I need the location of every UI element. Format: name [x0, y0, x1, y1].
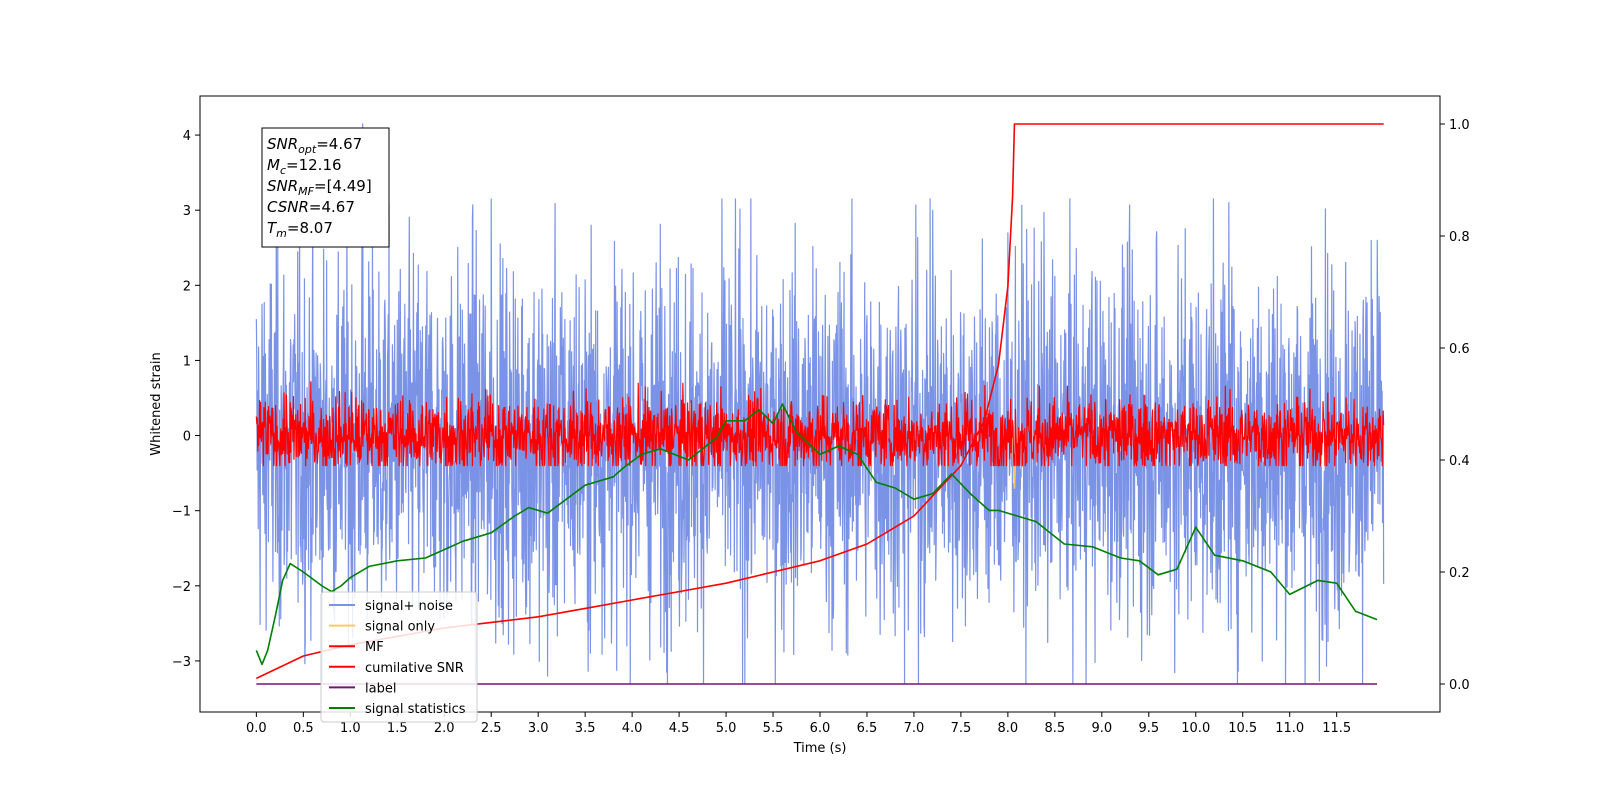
x-tick-label: 7.5: [951, 721, 972, 736]
x-tick-label: 6.5: [857, 721, 878, 736]
x-tick-label: 2.5: [481, 721, 502, 736]
stat-symbol: M: [267, 156, 280, 174]
stat-value: =4.67: [309, 198, 355, 216]
stat-value: =8.07: [287, 219, 333, 237]
legend: signal+ noise signal only MF cumilative SNR…: [320, 591, 478, 723]
y-axis-left: −3 −2 −1 0 1 2 3 4: [172, 129, 200, 670]
stats-box-line: Tm=8.07: [267, 219, 333, 240]
x-tick-label: 9.5: [1138, 721, 1159, 736]
x-axis: 0.0 0.5 1.0 1.5 2.0 2.5 3.0 3.5 4.0 4.5 5.0 5.5 6.0 6…: [246, 712, 1351, 736]
x-tick-label: 4.5: [669, 721, 690, 736]
x-tick-label: 4.0: [622, 721, 643, 736]
y-left-tick-label: −2: [172, 580, 191, 595]
stat-subscript: opt: [298, 143, 317, 156]
stats-box-line: Mc=12.16: [267, 156, 342, 177]
x-tick-label: 1.0: [340, 721, 361, 736]
stat-symbol: T: [267, 219, 278, 237]
y-left-tick-label: 0: [183, 430, 191, 445]
y-left-tick-label: −3: [172, 655, 191, 670]
legend-frame: [320, 591, 478, 723]
stats-box-line: CSNR=4.67: [267, 198, 355, 216]
series-line-signal-noise: [255, 123, 1385, 685]
stat-symbol: SNR: [267, 177, 298, 195]
x-tick-label: 10.5: [1228, 721, 1257, 736]
y-right-tick-label: 0.0: [1449, 678, 1470, 693]
y-axis-right: 0.0 0.2 0.4 0.6 0.8 1.0: [1440, 118, 1470, 693]
y-right-tick-label: 0.8: [1449, 230, 1470, 245]
x-tick-label: 6.0: [810, 721, 831, 736]
stat-symbol: CSNR: [267, 198, 309, 216]
stat-value: =[4.49]: [314, 177, 372, 195]
stats-box-line: SNRopt=4.67: [267, 135, 362, 156]
legend-label: signal statistics: [365, 702, 466, 717]
y-left-tick-label: 3: [183, 204, 191, 219]
x-tick-label: 3.0: [528, 721, 549, 736]
legend-label: signal+ noise: [365, 599, 453, 614]
stat-value: =12.16: [286, 156, 342, 174]
stats-box-frame: [261, 127, 390, 248]
series-line-mf: [255, 381, 1385, 467]
stats-box: SNRopt=4.67Mc=12.16SNRMF=[4.49]CSNR=4.67…: [261, 127, 390, 248]
legend-label: signal only: [365, 620, 435, 635]
y-right-tick-label: 0.6: [1449, 342, 1470, 357]
x-tick-label: 0.5: [293, 721, 314, 736]
x-axis-label: Time (s): [793, 741, 847, 756]
x-tick-label: 0.0: [246, 721, 267, 736]
y-left-tick-label: 1: [183, 354, 191, 369]
y-left-tick-label: 4: [183, 129, 191, 144]
y-right-tick-label: 0.2: [1449, 566, 1470, 581]
stat-subscript: m: [276, 227, 287, 240]
x-tick-label: 1.5: [387, 721, 408, 736]
x-tick-label: 5.0: [716, 721, 737, 736]
y-left-tick-label: −1: [172, 505, 191, 520]
stats-box-line: SNRMF=[4.49]: [267, 177, 372, 198]
x-tick-label: 7.0: [904, 721, 925, 736]
stat-subscript: c: [280, 164, 286, 177]
x-tick-label: 10.0: [1181, 721, 1210, 736]
stat-value: =4.67: [316, 135, 362, 153]
legend-label: MF: [365, 640, 384, 655]
y-right-tick-label: 1.0: [1449, 118, 1470, 133]
x-tick-label: 3.5: [575, 721, 596, 736]
stat-symbol: SNR: [267, 135, 298, 153]
legend-label: cumilative SNR: [365, 661, 464, 676]
x-tick-label: 9.0: [1091, 721, 1112, 736]
x-tick-label: 11.5: [1322, 721, 1351, 736]
y-axis-label: Whitened strain: [149, 352, 164, 455]
x-tick-label: 11.0: [1275, 721, 1304, 736]
stat-subscript: MF: [298, 185, 314, 198]
y-right-tick-label: 0.4: [1449, 454, 1470, 469]
x-tick-label: 5.5: [763, 721, 784, 736]
x-tick-label: 2.0: [434, 721, 455, 736]
legend-label: label: [365, 681, 396, 696]
series-line-signal-statistics: [255, 403, 1378, 666]
x-tick-label: 8.5: [1045, 721, 1066, 736]
y-left-tick-label: 2: [183, 279, 191, 294]
x-tick-label: 8.0: [998, 721, 1019, 736]
